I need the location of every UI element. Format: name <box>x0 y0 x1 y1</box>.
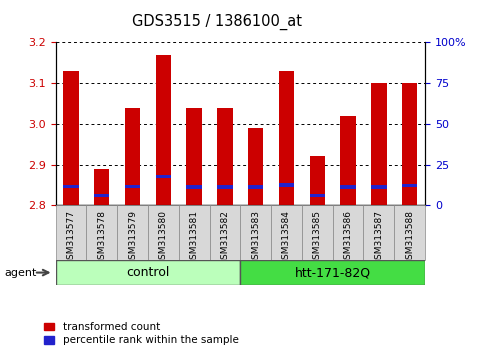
Text: GSM313585: GSM313585 <box>313 210 322 265</box>
Bar <box>248 185 263 189</box>
Bar <box>333 205 364 260</box>
Text: GSM313583: GSM313583 <box>251 210 260 265</box>
Bar <box>240 205 271 260</box>
Bar <box>402 184 417 187</box>
Text: GSM313586: GSM313586 <box>343 210 353 265</box>
Bar <box>186 108 202 205</box>
Bar <box>371 83 386 205</box>
Bar <box>125 184 140 188</box>
Bar <box>279 71 294 205</box>
Bar <box>179 205 210 260</box>
Bar <box>341 116 356 205</box>
Legend: transformed count, percentile rank within the sample: transformed count, percentile rank withi… <box>44 322 239 345</box>
Bar <box>310 194 325 197</box>
Bar <box>125 108 140 205</box>
Text: GSM313587: GSM313587 <box>374 210 384 265</box>
Text: agent: agent <box>5 268 37 278</box>
Text: GSM313588: GSM313588 <box>405 210 414 265</box>
Bar <box>117 205 148 260</box>
Bar <box>94 169 110 205</box>
Bar <box>402 83 417 205</box>
Bar <box>210 205 240 260</box>
Bar <box>56 260 241 285</box>
Text: control: control <box>126 266 170 279</box>
Bar <box>279 183 294 187</box>
Bar <box>240 260 425 285</box>
Bar <box>63 71 79 205</box>
Bar <box>156 175 171 178</box>
Text: GSM313582: GSM313582 <box>220 210 229 264</box>
Text: GSM313577: GSM313577 <box>67 210 75 265</box>
Text: GSM313584: GSM313584 <box>282 210 291 264</box>
Bar <box>394 205 425 260</box>
Bar <box>156 55 171 205</box>
Text: htt-171-82Q: htt-171-82Q <box>295 266 371 279</box>
Bar <box>371 185 386 189</box>
Bar <box>310 156 325 205</box>
Bar <box>94 194 110 197</box>
Bar <box>63 184 79 188</box>
Bar <box>56 205 86 260</box>
Bar <box>217 108 233 205</box>
Bar <box>217 185 233 189</box>
Bar <box>271 205 302 260</box>
Bar <box>364 205 394 260</box>
Bar <box>248 128 263 205</box>
Text: GDS3515 / 1386100_at: GDS3515 / 1386100_at <box>132 14 302 30</box>
Bar <box>148 205 179 260</box>
Bar <box>86 205 117 260</box>
Text: GSM313581: GSM313581 <box>190 210 199 265</box>
Bar <box>302 205 333 260</box>
Text: GSM313580: GSM313580 <box>159 210 168 265</box>
Bar <box>341 185 356 189</box>
Bar <box>186 185 202 189</box>
Text: GSM313579: GSM313579 <box>128 210 137 265</box>
Text: GSM313578: GSM313578 <box>97 210 106 265</box>
